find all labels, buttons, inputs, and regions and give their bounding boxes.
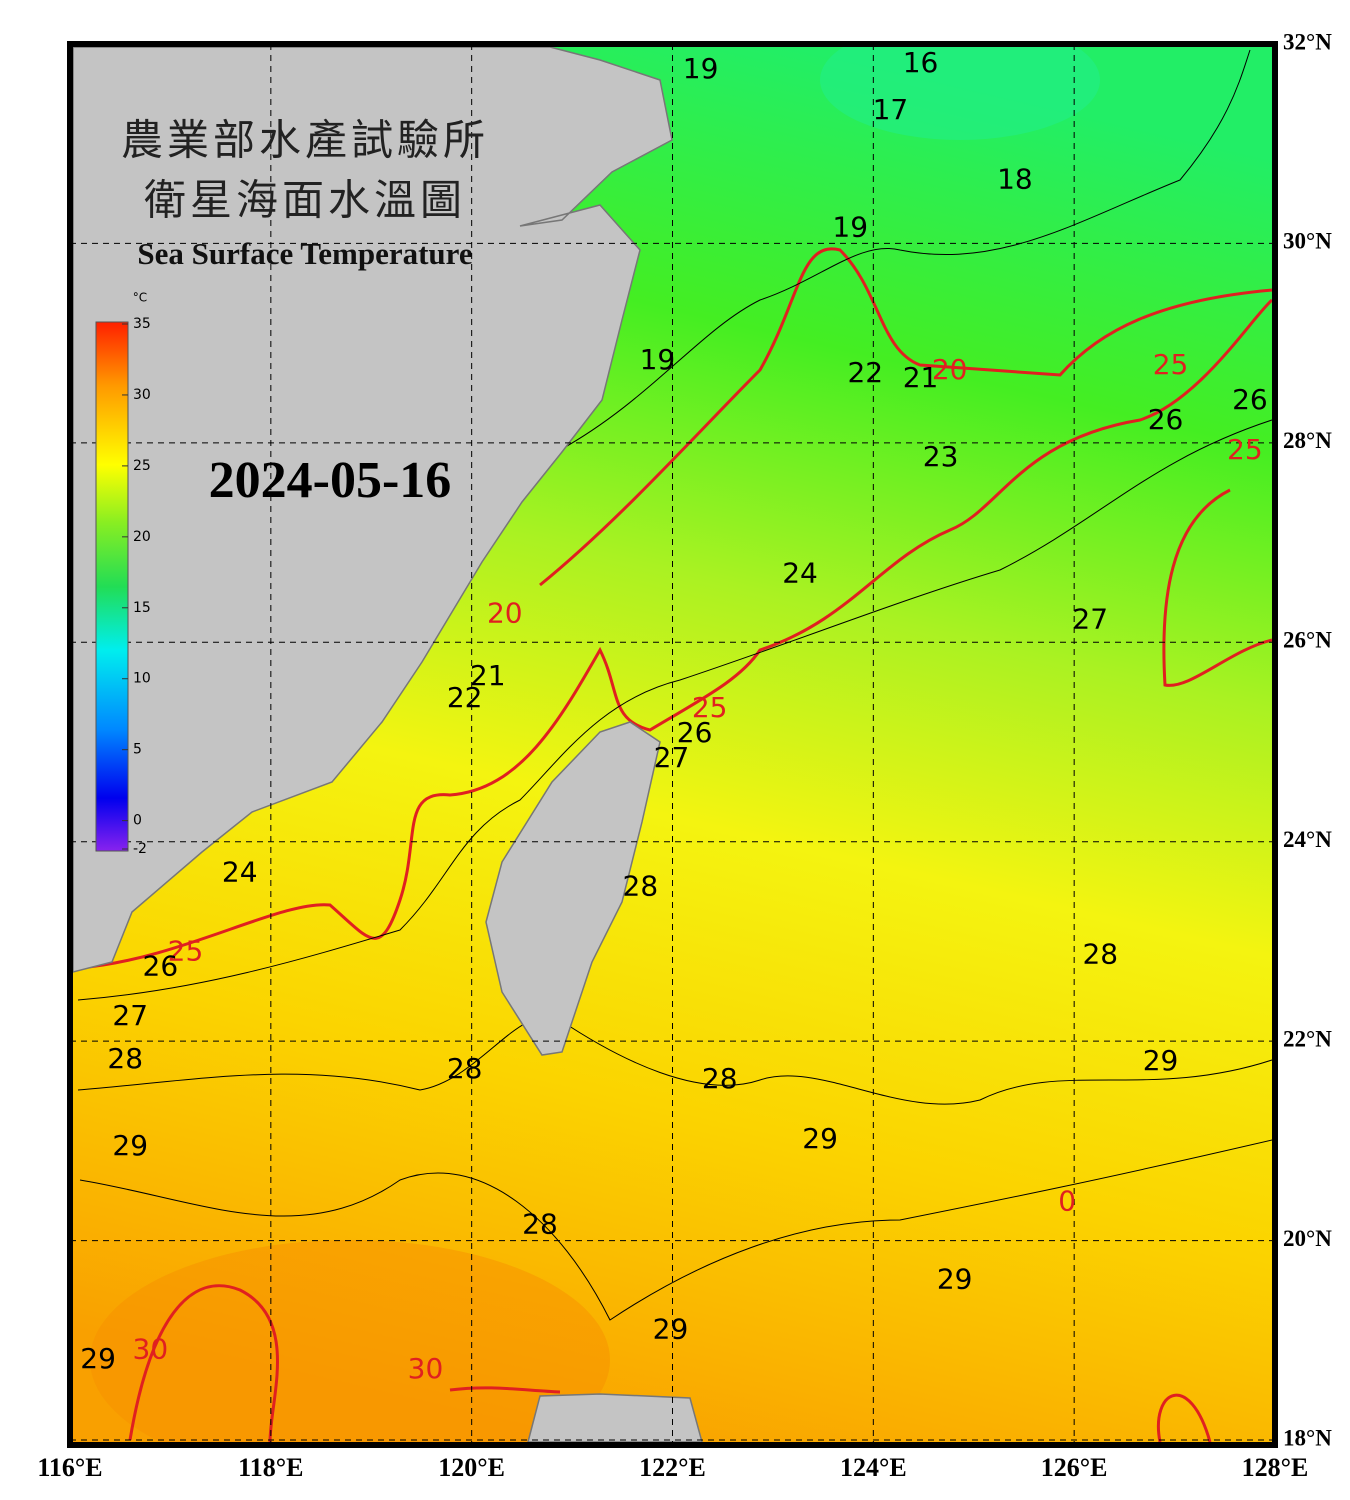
- lat-tick-label: 30°N: [1283, 229, 1332, 254]
- contour-label: 22: [847, 356, 883, 389]
- contour-line: [449, 1386, 561, 1394]
- contour-line: [77, 298, 1272, 970]
- colorbar-ticks: 35 30 25 20 15 10 5 0 -2: [122, 316, 151, 857]
- contour-label: 25: [1153, 348, 1189, 381]
- colorbar-tick-label: 35: [133, 316, 151, 332]
- contour-label: 25: [692, 691, 728, 724]
- lat-tick-label: 18°N: [1283, 1425, 1332, 1450]
- contour-label: 29: [80, 1342, 116, 1375]
- contour-label: 26: [677, 716, 713, 749]
- mainland-china: [73, 47, 673, 973]
- contour-line: [79, 1139, 1272, 1321]
- contour-label: 18: [997, 163, 1033, 196]
- colorbar-tick-label: 10: [133, 671, 151, 687]
- lon-tick-label: 128°E: [1242, 1453, 1309, 1482]
- contour-line: [77, 1016, 1272, 1105]
- contour-label: 24: [222, 856, 258, 889]
- contour-label: 28: [447, 1052, 483, 1085]
- warm-patch: [90, 1240, 610, 1442]
- contour-label: 16: [903, 46, 939, 79]
- colorbar-tick-label: 20: [133, 529, 151, 545]
- contour-label: 19: [640, 343, 676, 376]
- map-title: 衛星海面水溫圖: [144, 179, 466, 225]
- map-date: 2024-05-16: [209, 452, 452, 509]
- contour-label: 26: [1232, 383, 1268, 416]
- contour-line: [1157, 1393, 1212, 1442]
- contour-line: [539, 247, 1272, 587]
- cool-patch: [820, 47, 1100, 140]
- colorbar-tick-label: 0: [133, 813, 142, 829]
- lon-tick-label: 120°E: [438, 1453, 505, 1482]
- contour-label: 21: [470, 659, 506, 692]
- lat-tick-label: 26°N: [1283, 628, 1332, 653]
- colorbar-tick-label: 15: [133, 600, 151, 616]
- contour-label: 27: [654, 741, 690, 774]
- lon-tick-label: 118°E: [238, 1453, 303, 1482]
- contour-label: 24: [782, 556, 818, 589]
- contour-line: [559, 49, 1251, 451]
- taiwan: [485, 721, 661, 1056]
- contour-label: 0: [1058, 1185, 1076, 1218]
- lat-tick-label: 20°N: [1283, 1226, 1332, 1251]
- contour-line: [1162, 488, 1272, 687]
- contour-label: 25: [1227, 433, 1263, 466]
- colorbar-tick-label: 25: [133, 458, 151, 474]
- contour-line: [128, 1284, 279, 1442]
- map-frame: [67, 41, 1278, 1448]
- contour-label: 27: [1072, 602, 1108, 635]
- colorbar: [95, 321, 129, 852]
- axes: 116°E 118°E 120°E 122°E 124°E 126°E 128°E 32°N 3…: [37, 29, 1332, 1482]
- map-subtitle: Sea Surface Temperature: [137, 236, 472, 271]
- contour-label: 28: [1082, 937, 1118, 970]
- graticule: [73, 47, 1272, 1442]
- contour-label: 28: [522, 1208, 558, 1241]
- contour-label: 19: [832, 210, 868, 243]
- contour-label: 29: [653, 1312, 689, 1345]
- contour-label: 20: [487, 596, 523, 629]
- lat-tick-label: 22°N: [1283, 1026, 1332, 1051]
- contour-label: 29: [937, 1262, 973, 1295]
- contour-label: 22: [447, 681, 483, 714]
- colorbar-tick-label: 30: [133, 387, 151, 403]
- lat-tick-label: 32°N: [1283, 29, 1332, 54]
- colorbar-tick-label: 5: [133, 742, 142, 758]
- contour-label: 27: [112, 999, 148, 1032]
- contour-label: 19: [683, 52, 719, 85]
- contour-label: 29: [1143, 1044, 1179, 1077]
- contour-label: 30: [408, 1352, 444, 1385]
- lon-tick-label: 116°E: [37, 1453, 102, 1482]
- contour-label: 30: [133, 1332, 169, 1365]
- contour-label: 28: [107, 1042, 143, 1075]
- lat-tick-label: 24°N: [1283, 827, 1332, 852]
- contour-label: 23: [923, 440, 959, 473]
- colorbar-unit: °C: [133, 291, 147, 305]
- lon-tick-label: 122°E: [639, 1453, 706, 1482]
- contour-label: 28: [702, 1062, 738, 1095]
- contour-label: 21: [903, 361, 939, 394]
- luzon: [527, 1393, 703, 1442]
- contour-label: 25: [168, 934, 204, 967]
- contour-label: 29: [802, 1122, 838, 1155]
- agency-name: 農業部水產試驗所: [121, 118, 489, 165]
- lat-tick-label: 28°N: [1283, 428, 1332, 453]
- lon-tick-label: 124°E: [840, 1453, 907, 1482]
- contour-label: 20: [932, 353, 968, 386]
- contour-line: [77, 419, 1272, 1001]
- contour-label: 29: [112, 1129, 148, 1162]
- lon-tick-label: 126°E: [1041, 1453, 1108, 1482]
- colorbar-tick-label: -2: [133, 841, 147, 857]
- contour-label: 26: [143, 949, 179, 982]
- contour-label: 17: [873, 93, 909, 126]
- contour-label: 26: [1148, 403, 1184, 436]
- contour-label: 28: [623, 870, 659, 903]
